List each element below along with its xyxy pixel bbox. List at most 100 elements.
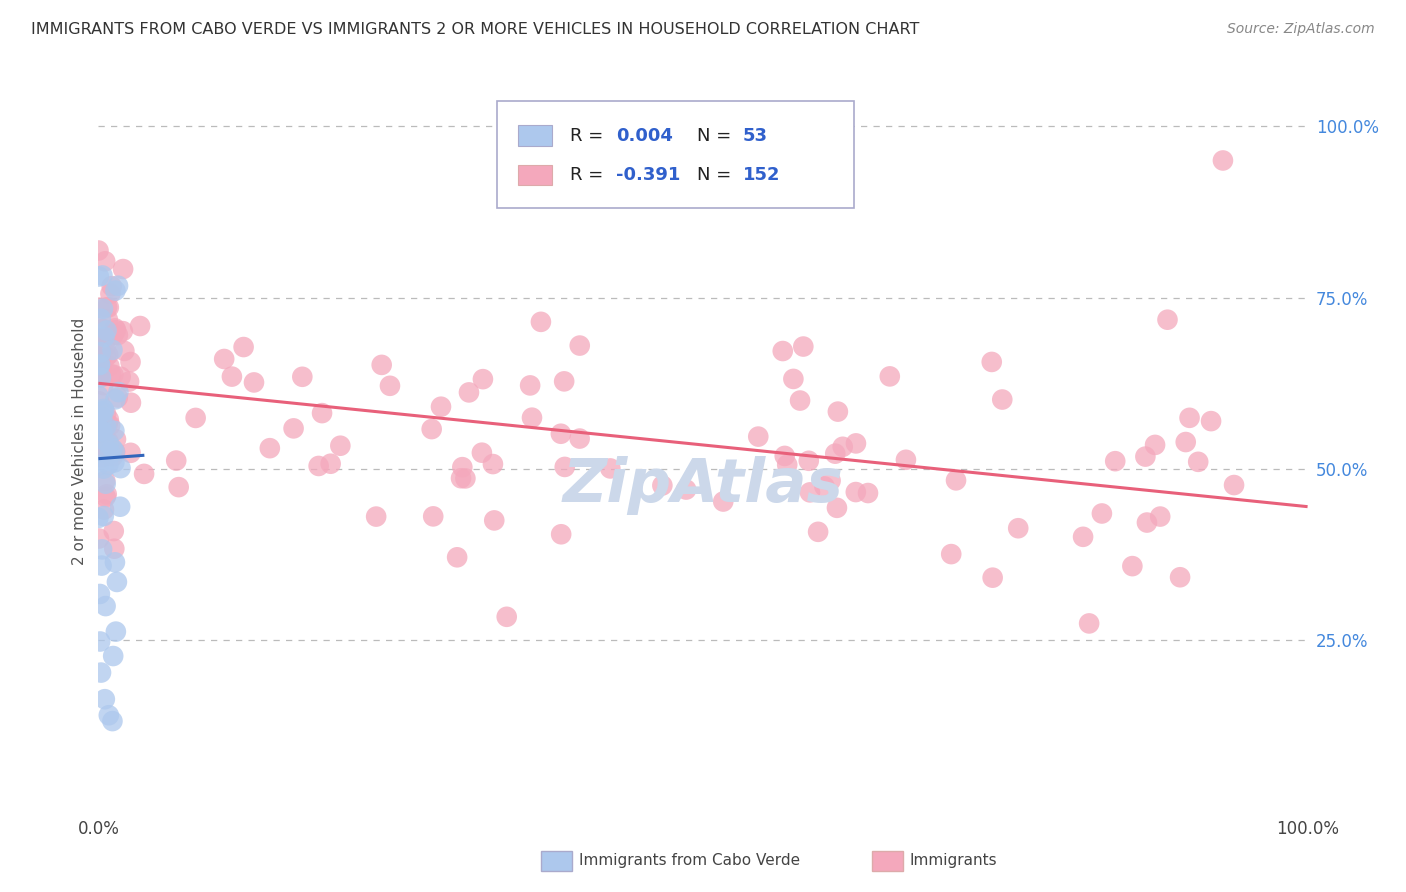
Point	[782, 372, 804, 386]
Point	[454, 471, 477, 485]
Point	[430, 400, 453, 414]
Text: -0.391: -0.391	[616, 166, 681, 184]
Point	[308, 458, 330, 473]
Point	[89, 356, 111, 370]
Point	[283, 421, 305, 435]
Point	[89, 587, 111, 601]
Point	[1144, 438, 1167, 452]
Point	[101, 442, 124, 456]
Text: Source: ZipAtlas.com: Source: ZipAtlas.com	[1227, 22, 1375, 37]
Point	[1007, 521, 1029, 535]
Point	[94, 476, 117, 491]
Point	[221, 369, 243, 384]
Point	[945, 473, 967, 487]
Point	[90, 331, 112, 345]
Point	[96, 300, 118, 314]
Point	[90, 665, 112, 680]
Point	[89, 358, 111, 372]
FancyBboxPatch shape	[498, 101, 855, 209]
Point	[89, 367, 111, 381]
Point	[103, 368, 125, 382]
Point	[319, 457, 342, 471]
Point	[101, 327, 124, 342]
Point	[1174, 435, 1197, 450]
Point	[776, 458, 799, 472]
Point	[89, 431, 111, 445]
Point	[520, 410, 543, 425]
Point	[89, 366, 111, 380]
Point	[1071, 530, 1094, 544]
Point	[792, 340, 814, 354]
Point	[91, 450, 114, 465]
Point	[97, 312, 120, 326]
Point	[118, 375, 141, 389]
Point	[93, 509, 115, 524]
Point	[96, 324, 118, 338]
Point	[132, 467, 155, 481]
Point	[243, 376, 266, 390]
Point	[97, 301, 120, 315]
Point	[120, 355, 142, 369]
Point	[104, 555, 127, 569]
Point	[232, 340, 254, 354]
Point	[1156, 312, 1178, 326]
Point	[91, 425, 114, 439]
Point	[568, 338, 591, 352]
Point	[91, 322, 114, 336]
Point	[184, 411, 207, 425]
Point	[291, 369, 314, 384]
Point	[94, 474, 117, 488]
Bar	[517, 165, 553, 186]
Point	[420, 422, 443, 436]
Point	[550, 426, 572, 441]
Point	[831, 440, 853, 454]
Point	[845, 436, 868, 450]
Point	[110, 369, 132, 384]
Point	[471, 446, 494, 460]
Point	[112, 262, 135, 277]
Point	[90, 370, 112, 384]
Point	[311, 406, 333, 420]
Point	[378, 379, 401, 393]
Point	[91, 378, 114, 392]
Point	[599, 461, 621, 475]
Point	[1187, 455, 1209, 469]
Point	[797, 454, 820, 468]
Text: 152: 152	[742, 166, 780, 184]
Point	[94, 692, 117, 706]
Point	[103, 455, 125, 469]
Point	[98, 359, 121, 373]
Point	[94, 407, 117, 421]
Point	[370, 358, 392, 372]
Point	[96, 446, 118, 460]
Point	[825, 500, 848, 515]
Point	[484, 513, 506, 527]
Point	[820, 474, 842, 488]
Point	[93, 461, 115, 475]
Point	[1136, 516, 1159, 530]
Point	[93, 330, 115, 344]
Point	[107, 328, 129, 343]
Point	[212, 351, 235, 366]
Point	[89, 301, 111, 315]
Point	[94, 419, 117, 434]
Point	[879, 369, 901, 384]
Point	[91, 361, 114, 376]
Point	[1121, 559, 1143, 574]
Point	[773, 449, 796, 463]
Point	[97, 412, 120, 426]
Point	[97, 437, 120, 451]
Point	[259, 441, 281, 455]
Point	[980, 355, 1002, 369]
Point	[482, 457, 505, 471]
Point	[98, 418, 121, 433]
Point	[1149, 509, 1171, 524]
Point	[89, 394, 111, 409]
Point	[772, 344, 794, 359]
Point	[89, 343, 111, 357]
Point	[100, 286, 122, 301]
Point	[165, 453, 187, 467]
Point	[1078, 616, 1101, 631]
Text: R =: R =	[569, 127, 609, 145]
Point	[93, 403, 115, 417]
